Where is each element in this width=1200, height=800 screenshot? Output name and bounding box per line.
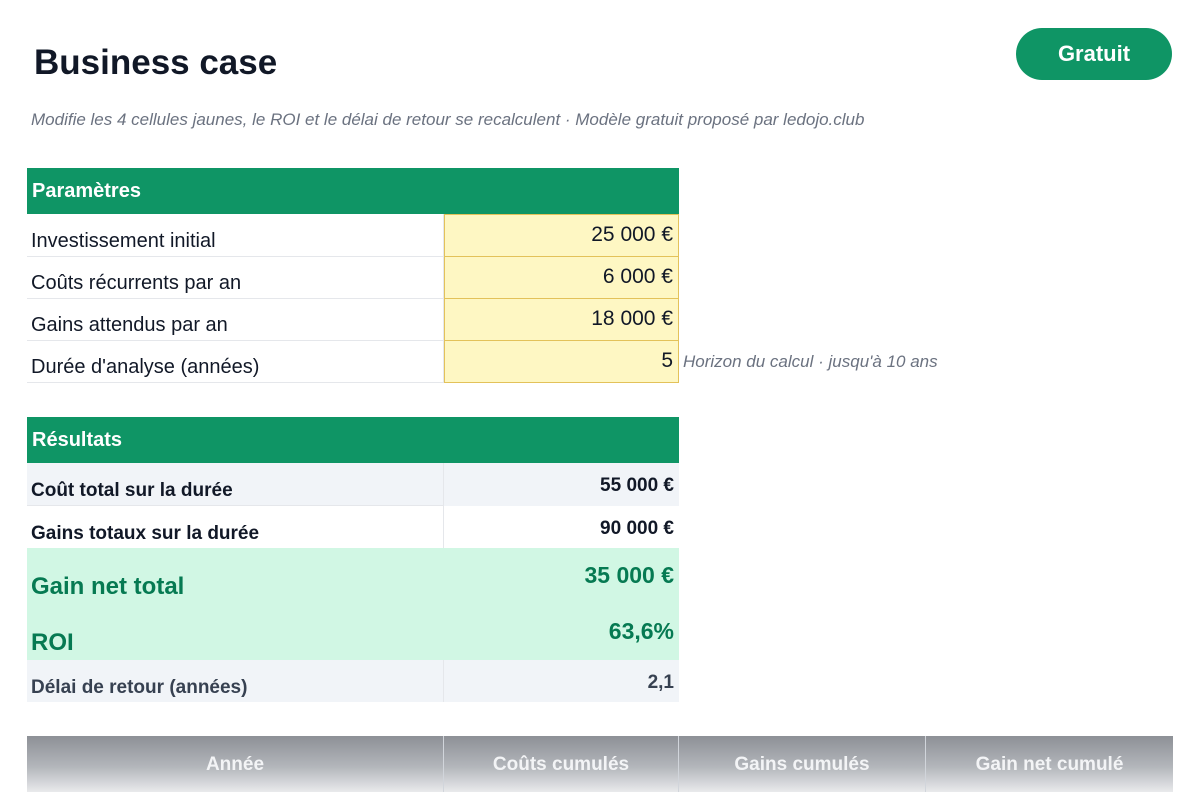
param-row-expected-gains: Gains attendus par an 18 000 € bbox=[27, 299, 679, 341]
net-gain-value: 35 000 € bbox=[584, 562, 674, 588]
result-row-payback: Délai de retour (années) 2,1 bbox=[27, 660, 679, 702]
result-row-total-gains: Gains totaux sur la durée 90 000 € bbox=[27, 506, 679, 548]
net-gain-label: Gain net total bbox=[31, 573, 185, 600]
result-row-total-cost: Coût total sur la durée 55 000 € bbox=[27, 463, 679, 506]
page-title: Business case bbox=[34, 43, 278, 82]
expected-gains-input[interactable]: 18 000 € bbox=[444, 299, 679, 341]
result-row-roi: ROI 63,6% bbox=[27, 604, 679, 660]
investment-input[interactable]: 25 000 € bbox=[444, 214, 679, 257]
page-subtitle: Modifie les 4 cellules jaunes, le ROI et… bbox=[31, 110, 865, 129]
total-cost-label: Coût total sur la durée bbox=[27, 463, 444, 506]
investment-label: Investissement initial bbox=[27, 214, 444, 257]
column-header-cumulative-net-gain: Gain net cumulé bbox=[975, 754, 1124, 775]
payback-value: 2,1 bbox=[647, 672, 674, 693]
param-row-duration: Durée d'analyse (années) 5 bbox=[27, 341, 679, 383]
column-header-cumulative-costs: Coûts cumulés bbox=[444, 736, 679, 792]
duration-input[interactable]: 5 bbox=[444, 341, 679, 383]
recurring-costs-label: Coûts récurrents par an bbox=[27, 257, 444, 299]
column-header-year: Année bbox=[27, 736, 444, 792]
results-header: Résultats bbox=[27, 417, 679, 463]
param-row-recurring-costs: Coûts récurrents par an 6 000 € bbox=[27, 257, 679, 299]
payback-label: Délai de retour (années) bbox=[27, 660, 444, 702]
recurring-costs-input[interactable]: 6 000 € bbox=[444, 257, 679, 299]
parameters-header: Paramètres bbox=[27, 168, 679, 214]
duration-note: Horizon du calcul · jusqu'à 10 ans bbox=[683, 352, 938, 371]
roi-label: ROI bbox=[31, 629, 74, 656]
param-row-investment: Investissement initial 25 000 € bbox=[27, 214, 679, 257]
free-badge-button[interactable]: Gratuit bbox=[1016, 28, 1172, 80]
total-gains-value: 90 000 € bbox=[600, 518, 674, 539]
expected-gains-label: Gains attendus par an bbox=[27, 299, 444, 341]
yearly-table-header: Année Coûts cumulés Gains cumulés Gain n… bbox=[27, 736, 1173, 792]
duration-label: Durée d'analyse (années) bbox=[27, 341, 444, 383]
total-cost-value: 55 000 € bbox=[600, 475, 674, 496]
total-gains-label: Gains totaux sur la durée bbox=[27, 506, 444, 548]
column-header-cumulative-gains: Gains cumulés bbox=[679, 736, 926, 792]
roi-value: 63,6% bbox=[608, 618, 674, 644]
result-row-net-gain: Gain net total 35 000 € bbox=[27, 548, 679, 604]
